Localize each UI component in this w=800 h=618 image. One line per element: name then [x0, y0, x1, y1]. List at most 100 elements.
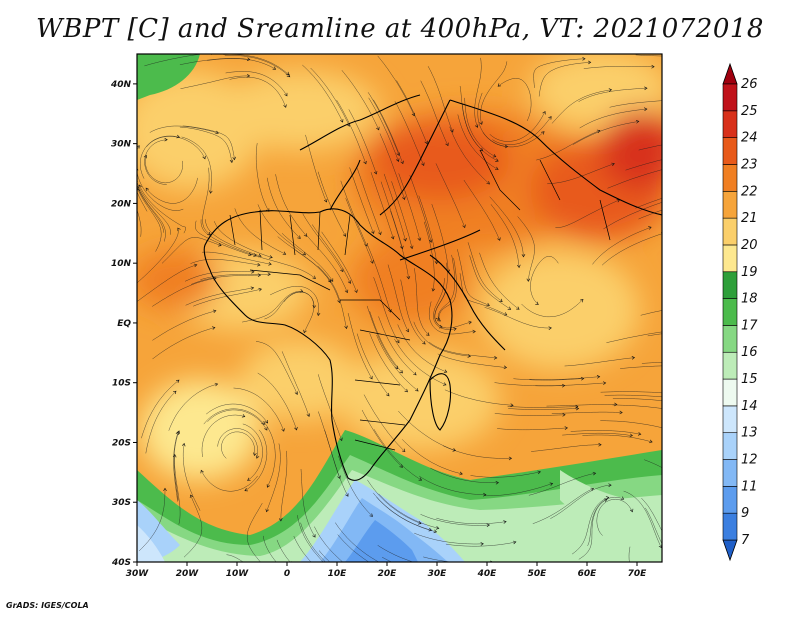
streamline-arrow	[715, 327, 718, 330]
streamline	[203, 408, 265, 425]
streamline-arrow	[177, 227, 181, 232]
streamline	[179, 126, 233, 163]
streamline	[363, 394, 406, 452]
streamline	[459, 85, 483, 151]
streamline	[635, 54, 662, 57]
streamline-arrow	[189, 494, 194, 499]
streamline-arrow	[244, 487, 248, 492]
colorbar-label: 21	[741, 211, 758, 226]
streamline	[427, 66, 454, 133]
streamline-arrow	[312, 534, 316, 538]
streamline-arrow	[483, 492, 487, 497]
streamline-arrow	[264, 419, 269, 424]
streamline	[528, 472, 596, 496]
streamline-arrow	[255, 455, 260, 459]
streamline	[418, 475, 486, 495]
streamline	[530, 255, 559, 305]
streamline-arrow	[619, 410, 623, 415]
y-tick-label: 30N	[111, 140, 132, 150]
streamline	[137, 228, 179, 284]
streamline-arrow	[143, 154, 147, 159]
streamline	[347, 313, 373, 380]
streamline-arrow	[232, 156, 236, 161]
streamline	[368, 97, 399, 162]
streamline	[601, 233, 662, 266]
streamline	[578, 499, 608, 560]
x-tick-label: 60E	[578, 569, 598, 579]
streamline	[418, 195, 437, 264]
streamline	[138, 488, 166, 552]
longitude-axis: 30W 20W 10W 0 10E 20E 30E 40E 50E 60E 70E	[126, 562, 647, 579]
streamline	[173, 431, 179, 502]
streamline-arrow	[676, 554, 679, 557]
streamline	[562, 432, 633, 436]
streamline-arrow	[510, 403, 514, 407]
streamline-arrow	[281, 428, 285, 432]
streamline	[396, 80, 428, 144]
streamline	[348, 109, 377, 175]
streamline-arrow	[283, 104, 287, 108]
streamline-arrow	[337, 475, 341, 480]
streamline-arrow	[337, 299, 341, 304]
streamline	[141, 379, 180, 439]
streamline-arrow	[370, 260, 374, 264]
credit-text: GrADS: IGES/COLA	[6, 601, 89, 610]
streamline	[536, 130, 600, 161]
streamline-arrow	[598, 442, 602, 447]
colorbar-segment	[722, 298, 738, 326]
streamline-arrow	[433, 529, 438, 534]
streamline	[612, 404, 662, 409]
streamline	[423, 221, 435, 292]
streamline	[356, 333, 390, 397]
streamline	[338, 455, 373, 517]
streamline-arrow	[688, 364, 691, 367]
streamline-arrow	[637, 432, 642, 436]
streamline	[213, 221, 273, 258]
streamline-arrow	[281, 591, 284, 594]
streamline-arrow	[396, 152, 400, 156]
streamline	[233, 387, 285, 432]
streamline-arrow	[497, 237, 501, 241]
streamline-arrow	[542, 110, 546, 115]
streamline-arrow	[181, 442, 186, 447]
streamline	[152, 310, 216, 341]
streamline	[497, 427, 568, 431]
streamline	[583, 66, 655, 69]
y-tick-label: 10S	[112, 379, 131, 389]
streamline	[367, 92, 400, 156]
streamline-arrow	[474, 124, 479, 128]
streamline	[474, 57, 482, 128]
streamline	[600, 420, 662, 428]
streamline	[606, 331, 662, 344]
streamline	[255, 143, 270, 212]
streamline-arrow	[400, 245, 404, 250]
streamline	[174, 454, 181, 525]
x-tick-label: 40E	[477, 569, 498, 579]
streamline-arrow	[596, 375, 601, 379]
colorbar-label: 20	[741, 238, 758, 253]
streamline	[383, 173, 406, 241]
colorbar-segment	[722, 190, 738, 219]
country-borders	[229, 149, 611, 451]
streamline	[378, 493, 439, 529]
streamline-arrow	[415, 388, 419, 392]
streamline	[398, 173, 421, 241]
streamline	[592, 226, 652, 265]
streamline	[202, 167, 211, 235]
streamline	[550, 484, 612, 519]
y-tick-label: 20S	[112, 438, 131, 448]
colorbar-label: 9	[741, 506, 749, 521]
streamline-arrow	[363, 160, 367, 165]
streamline	[387, 264, 409, 332]
streamline-arrow	[493, 355, 498, 360]
streamline-arrow	[354, 289, 358, 294]
streamline-arrow	[218, 243, 222, 247]
streamline-arrow	[668, 392, 671, 395]
streamline	[145, 177, 198, 204]
latitude-axis: 40N 30N 20N 10N EQ 10S 20S 30S 40S	[110, 80, 137, 568]
streamline	[645, 507, 662, 545]
streamline	[152, 277, 217, 307]
streamline-arrow	[405, 328, 409, 333]
streamline	[579, 108, 647, 129]
streamline-arrow	[435, 316, 439, 320]
